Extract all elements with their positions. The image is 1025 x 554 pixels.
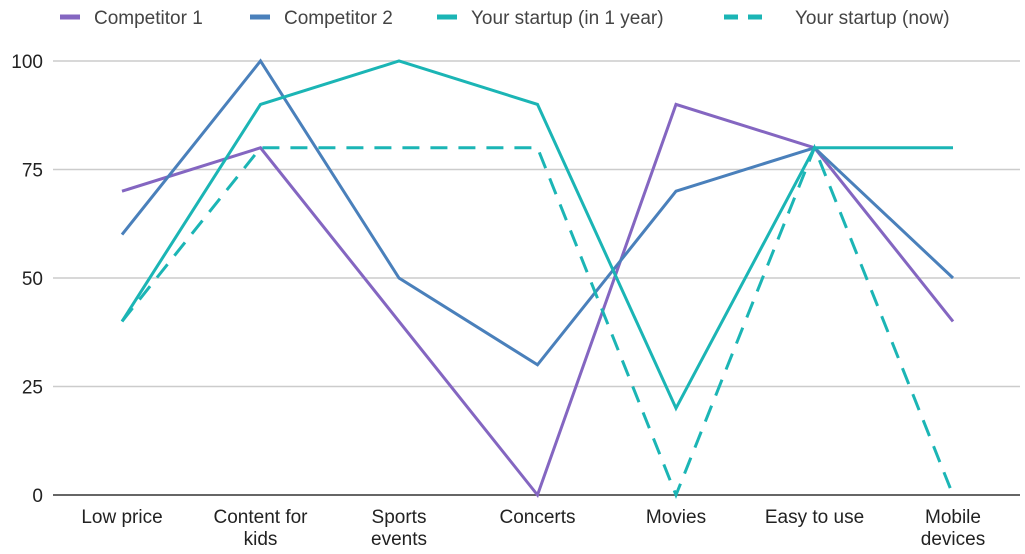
legend-label-2: Competitor 2: [284, 8, 393, 29]
y-tick-label-75: 75: [22, 161, 43, 182]
x-tick-label-line: Concerts: [499, 507, 575, 528]
x-tick-label-line: Movies: [646, 507, 706, 528]
y-axis-ticks: 0 25 50 75 100: [11, 52, 43, 507]
x-tick-label: Easy to use: [765, 507, 864, 528]
series-line-3: [120, 59, 953, 412]
y-tick-label-100: 100: [11, 52, 43, 73]
x-tick-label: Low price: [81, 507, 162, 528]
x-tick-label-line: Low price: [81, 507, 162, 528]
legend-label-1: Competitor 1: [94, 8, 203, 29]
legend: Competitor 1 Competitor 2 Your startup (in…: [60, 8, 950, 29]
x-tick-label: Sports events: [371, 507, 427, 550]
x-tick-label-line: Easy to use: [765, 507, 864, 528]
x-tick-label: Content for kids: [214, 507, 309, 550]
legend-label-4: Your startup (now): [795, 8, 950, 29]
y-tick-label-50: 50: [22, 269, 43, 290]
x-tick-label: Mobile devices: [921, 507, 985, 550]
x-axis-ticks: Low price Content for kids Sports events Conc…: [81, 507, 985, 550]
x-tick-label: Concerts: [499, 507, 575, 528]
x-tick-label: Movies: [646, 507, 706, 528]
x-tick-label-line: devices: [921, 529, 985, 550]
series-group: [120, 58, 955, 500]
y-tick-label-25: 25: [22, 378, 43, 399]
grid: [53, 60, 1020, 496]
y-tick-label-0: 0: [32, 486, 43, 507]
x-tick-label-line: Content for: [214, 507, 309, 528]
x-tick-label-line: Mobile: [925, 507, 981, 528]
x-tick-label-line: events: [371, 529, 427, 550]
x-tick-label-line: kids: [244, 529, 278, 550]
x-tick-label-line: Sports: [372, 507, 427, 528]
legend-label-3: Your startup (in 1 year): [471, 8, 664, 29]
series-line-4: [120, 143, 955, 500]
